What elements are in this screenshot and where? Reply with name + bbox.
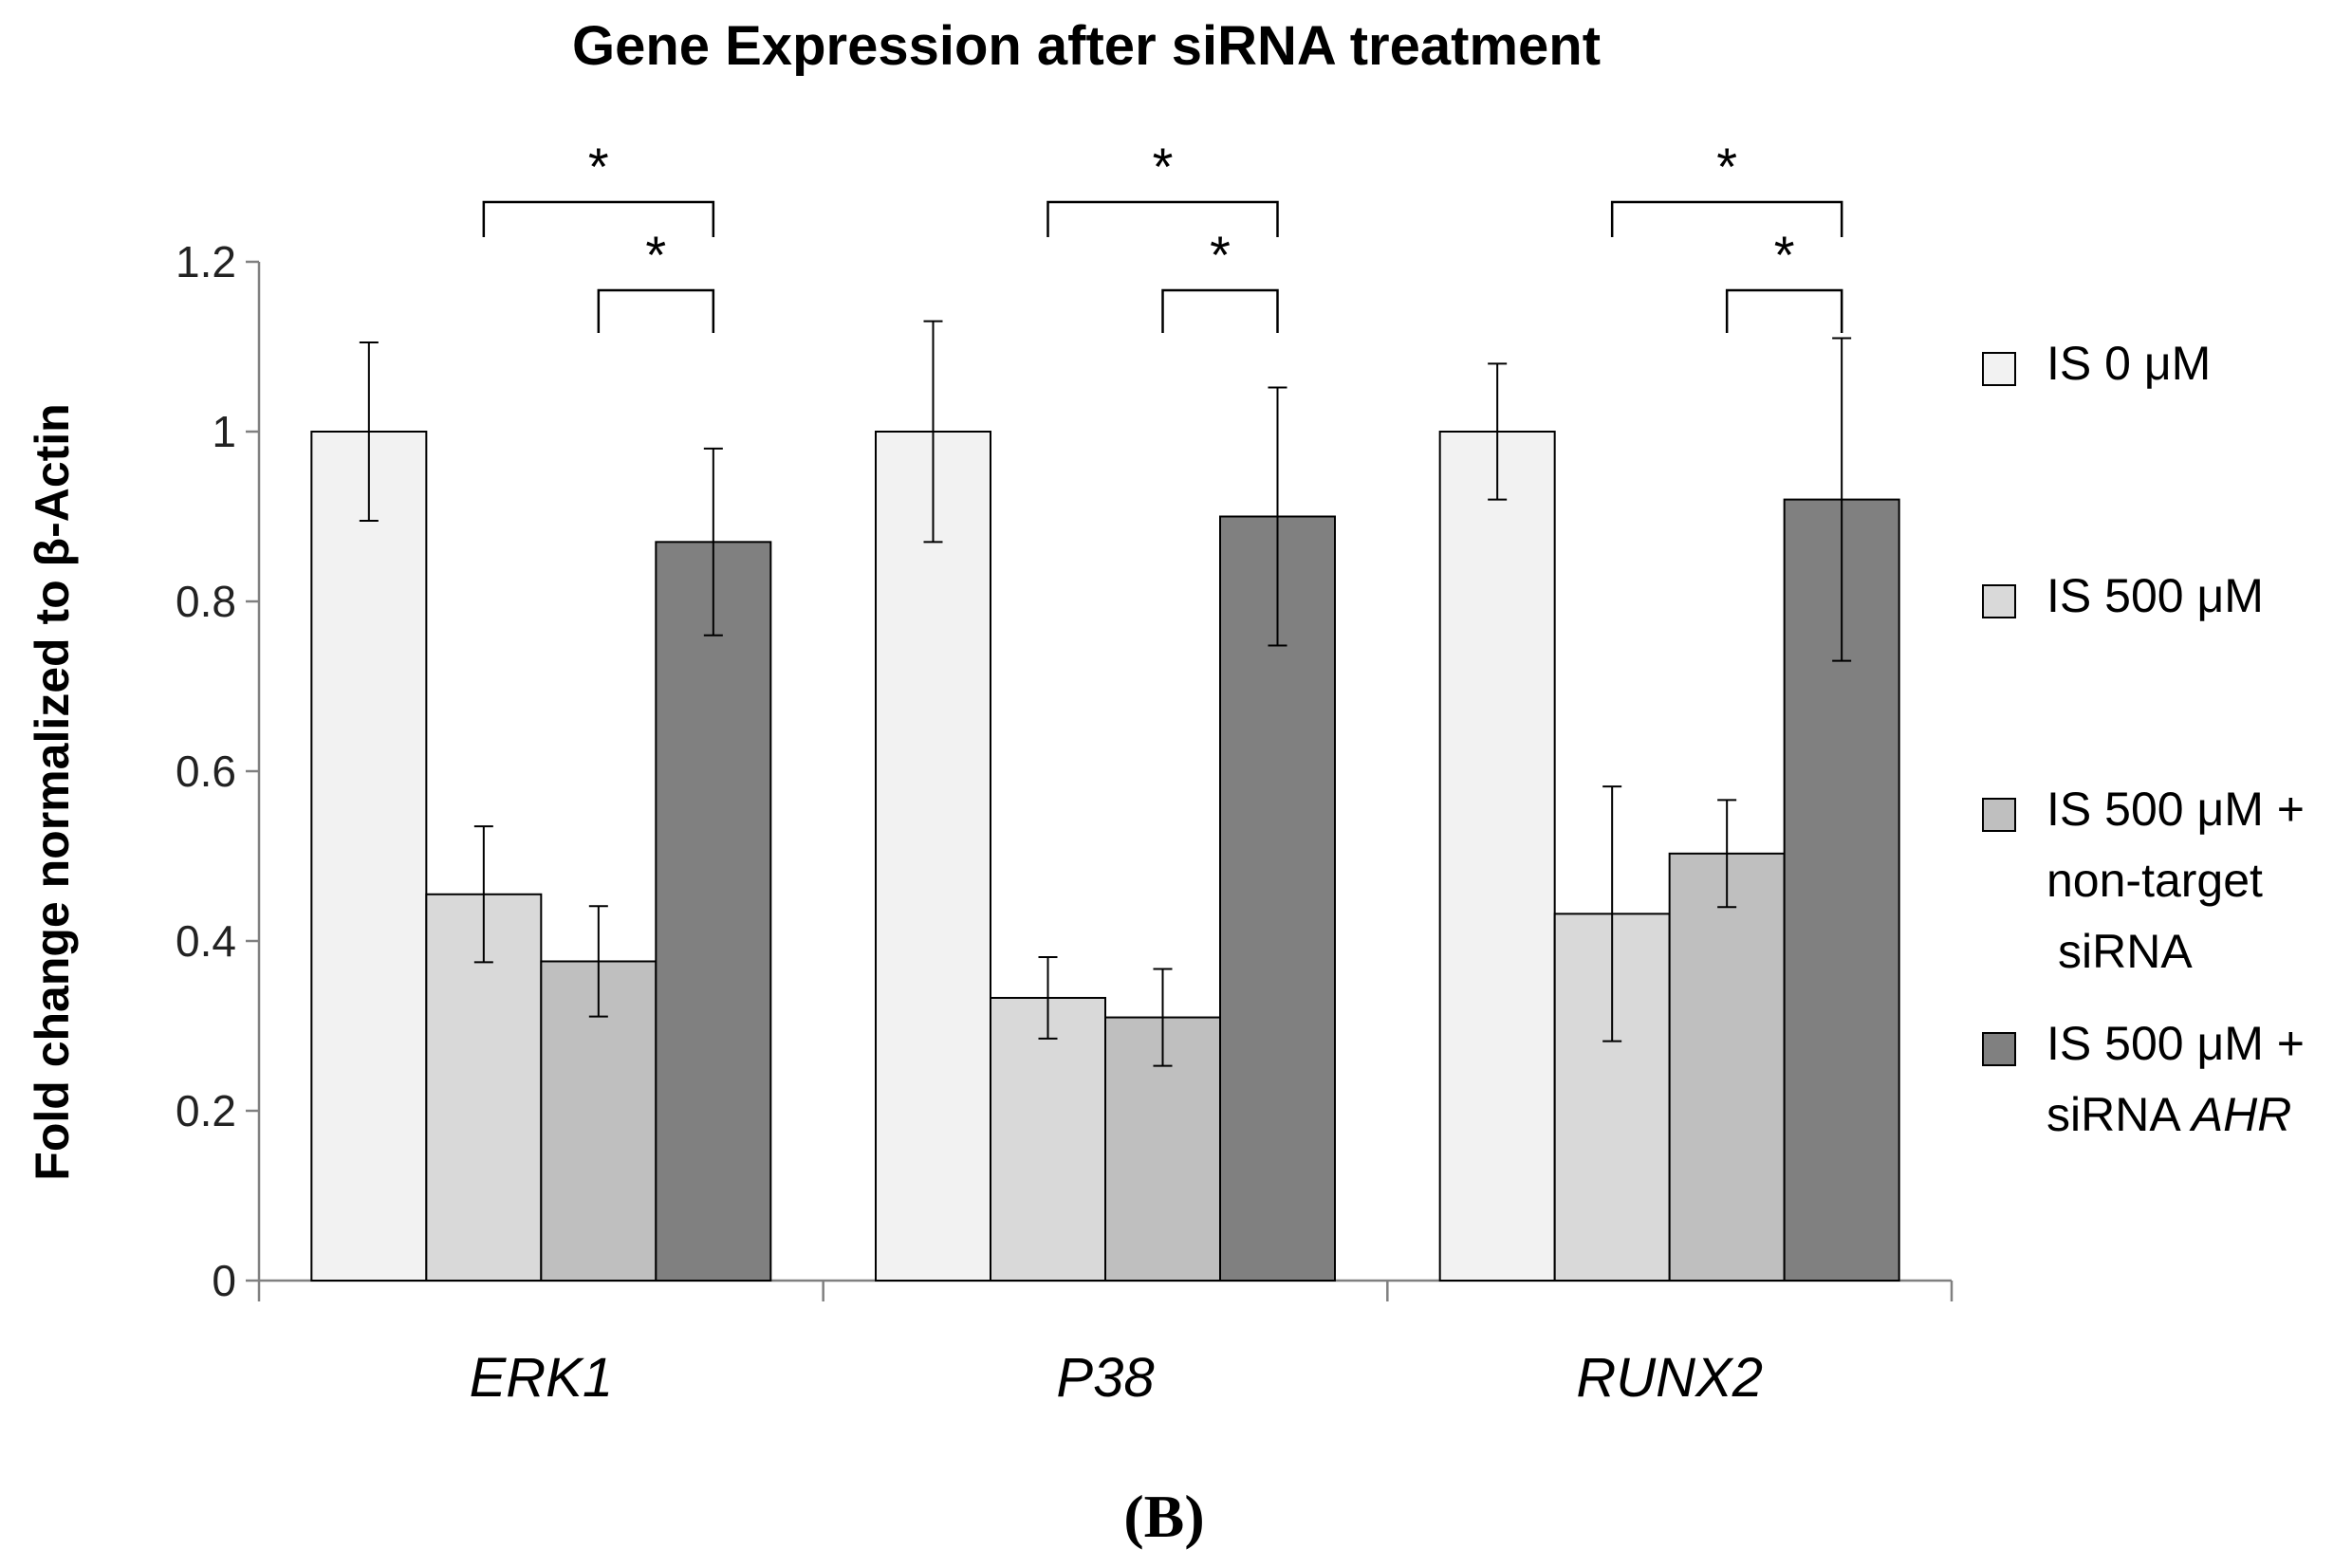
legend-label: IS 500 μM + bbox=[2046, 1017, 2305, 1070]
significance-bracket bbox=[1725, 288, 1843, 333]
y-tick-label: 0.4 bbox=[176, 916, 236, 966]
legend-swatch bbox=[1982, 584, 2016, 618]
panel-label: (B) bbox=[1123, 1483, 1204, 1550]
significance-star: * bbox=[1210, 225, 1231, 285]
significance-bracket bbox=[1046, 200, 1279, 237]
bar bbox=[655, 541, 772, 1282]
category-label: ERK1 bbox=[470, 1347, 614, 1409]
significance-bracket bbox=[597, 288, 715, 333]
category-label: P38 bbox=[1056, 1347, 1154, 1409]
legend-label-text: siRNA bbox=[2046, 1088, 2192, 1141]
legend-label: non-target bbox=[2046, 854, 2263, 907]
y-tick-label: 0.6 bbox=[176, 747, 236, 796]
bar bbox=[1438, 431, 1556, 1282]
y-tick-label: 1 bbox=[212, 407, 236, 456]
legend-label: siRNA bbox=[2058, 925, 2193, 978]
legend-swatch bbox=[1982, 798, 2016, 832]
legend: IS 0 μM IS 500 μM IS 500 μM + non-target siR… bbox=[1982, 337, 2305, 1141]
bar bbox=[310, 431, 428, 1282]
significance-star: * bbox=[1774, 225, 1795, 285]
significance-bracket bbox=[482, 200, 715, 237]
legend-swatch bbox=[1982, 352, 2016, 386]
significance-bracket bbox=[1610, 200, 1843, 237]
legend-label: IS 0 μM bbox=[2046, 337, 2211, 390]
significance-star: * bbox=[1153, 137, 1174, 196]
significance-star: * bbox=[1716, 137, 1737, 196]
y-tick-label: 0.2 bbox=[176, 1086, 236, 1135]
chart-title: Gene Expression after siRNA treatment bbox=[572, 15, 1601, 77]
significance-star: * bbox=[588, 137, 609, 196]
category-label: RUNX2 bbox=[1576, 1347, 1763, 1409]
legend-label: IS 500 μM + bbox=[2046, 783, 2305, 836]
legend-label-italic: AHR bbox=[2189, 1088, 2292, 1141]
bar bbox=[1668, 852, 1786, 1282]
y-tick-label: 0.8 bbox=[176, 577, 236, 626]
legend-label: IS 500 μM bbox=[2046, 569, 2264, 622]
plot-area: 0 0.2 0.4 0.6 0.8 1 1.2 ERK1 P38 RUNX2 * * * * * * bbox=[176, 137, 1954, 1409]
y-tick-label: 0 bbox=[212, 1256, 236, 1305]
legend-label: siRNA AHR bbox=[2046, 1088, 2291, 1141]
bar bbox=[875, 431, 991, 1282]
significance-bracket bbox=[1161, 288, 1279, 333]
bar bbox=[990, 996, 1106, 1282]
y-tick-label: 1.2 bbox=[176, 237, 236, 286]
legend-swatch bbox=[1982, 1032, 2016, 1066]
significance-star: * bbox=[645, 225, 666, 285]
y-axis-label: Fold change normalized to β-Actin bbox=[26, 403, 79, 1180]
